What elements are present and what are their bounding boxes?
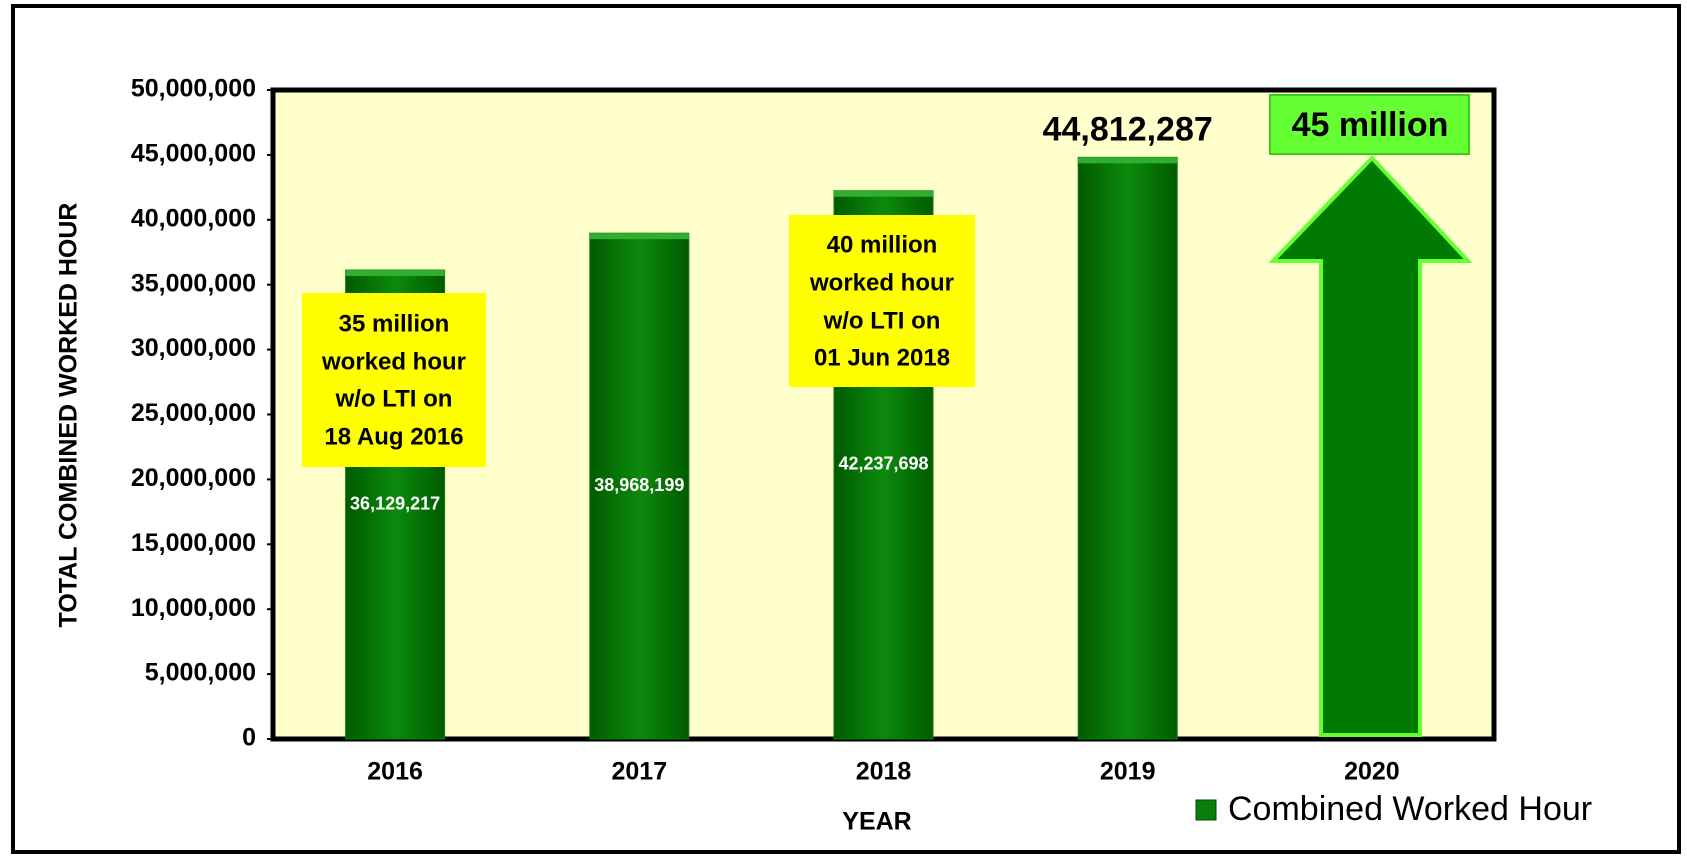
x-tick-label: 2019: [1100, 758, 1156, 786]
annotation-line: w/o LTI on: [823, 307, 941, 334]
y-tick-label: 40,000,000: [131, 204, 256, 232]
annotation-box: [789, 215, 975, 387]
y-tick-label: 50,000,000: [131, 75, 256, 103]
annotation-box: [302, 293, 486, 467]
value-label: 38,968,199: [594, 475, 684, 495]
y-tick-label: 10,000,000: [131, 594, 256, 622]
y-tick-label: 30,000,000: [131, 334, 256, 362]
y-tick-label: 35,000,000: [131, 269, 256, 297]
legend-label: Combined Worked Hour: [1228, 790, 1592, 828]
y-tick-label: 20,000,000: [131, 464, 256, 492]
bar-cap: [345, 270, 445, 277]
y-tick-label: 45,000,000: [131, 140, 256, 168]
annotation-line: worked hour: [809, 269, 954, 296]
target-label: 45 million: [1292, 106, 1449, 144]
y-tick-label: 0: [242, 724, 256, 752]
y-tick-label: 5,000,000: [145, 659, 256, 687]
value-label: 36,129,217: [350, 493, 440, 513]
bar-cap: [589, 233, 689, 240]
target-box: [1269, 94, 1470, 155]
value-label: 42,237,698: [838, 454, 928, 474]
x-tick-label: 2017: [611, 758, 667, 786]
x-tick-label: 2020: [1344, 758, 1400, 786]
annotation-line: 40 million: [827, 231, 938, 258]
target-arrow: [1268, 155, 1473, 737]
bar-cap: [1078, 157, 1178, 164]
x-tick-label: 2016: [367, 758, 423, 786]
bar-cap: [834, 190, 933, 197]
legend-swatch: [1195, 799, 1217, 821]
y-axis-title: TOTAL COMBINED WORKED HOUR: [55, 203, 83, 628]
annotation-line: worked hour: [321, 348, 466, 375]
y-tick-label: 15,000,000: [131, 529, 256, 557]
bar: [589, 232, 690, 740]
annotation-line: 18 Aug 2016: [324, 423, 463, 450]
bar: [1077, 156, 1178, 740]
x-tick-label: 2018: [856, 758, 912, 786]
annotation-line: w/o LTI on: [335, 385, 453, 412]
annotation-line: 01 Jun 2018: [814, 344, 950, 371]
x-axis-title: YEAR: [842, 808, 911, 836]
y-tick-label: 25,000,000: [131, 399, 256, 427]
value-label: 44,812,287: [1043, 110, 1213, 148]
annotation-line: 35 million: [339, 310, 450, 337]
